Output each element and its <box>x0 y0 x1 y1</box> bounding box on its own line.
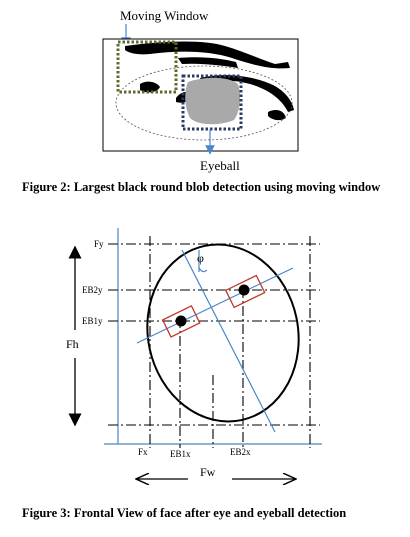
label-fh: Fh <box>66 337 79 351</box>
figure-2-diagram: Moving Window Eyeball <box>0 0 410 178</box>
figure-3-diagram: Fy EB2y EB1y φ Fx EB1x EB2x Fh Fw <box>0 225 410 495</box>
eyeball1 <box>176 316 187 327</box>
figure-3-caption: Figure 3: Frontal View of face after eye… <box>22 506 394 521</box>
figure-2-caption: Figure 2: Largest black round blob detec… <box>22 180 394 195</box>
eyeball-blob <box>185 78 240 125</box>
label-eb2y: EB2y <box>82 285 103 295</box>
label-fx: Fx <box>138 447 148 457</box>
label-fy: Fy <box>94 239 104 249</box>
label-phi: φ <box>197 251 204 265</box>
label-eb2x: EB2x <box>230 447 251 457</box>
moving-window-label: Moving Window <box>120 8 209 23</box>
angle-arc <box>199 268 207 272</box>
face-axis-line <box>182 250 275 432</box>
eyeball-label: Eyeball <box>200 158 240 173</box>
label-fw: Fw <box>200 465 216 479</box>
label-eb1y: EB1y <box>82 316 103 326</box>
eyeball2 <box>239 285 250 296</box>
label-eb1x: EB1x <box>170 449 191 459</box>
